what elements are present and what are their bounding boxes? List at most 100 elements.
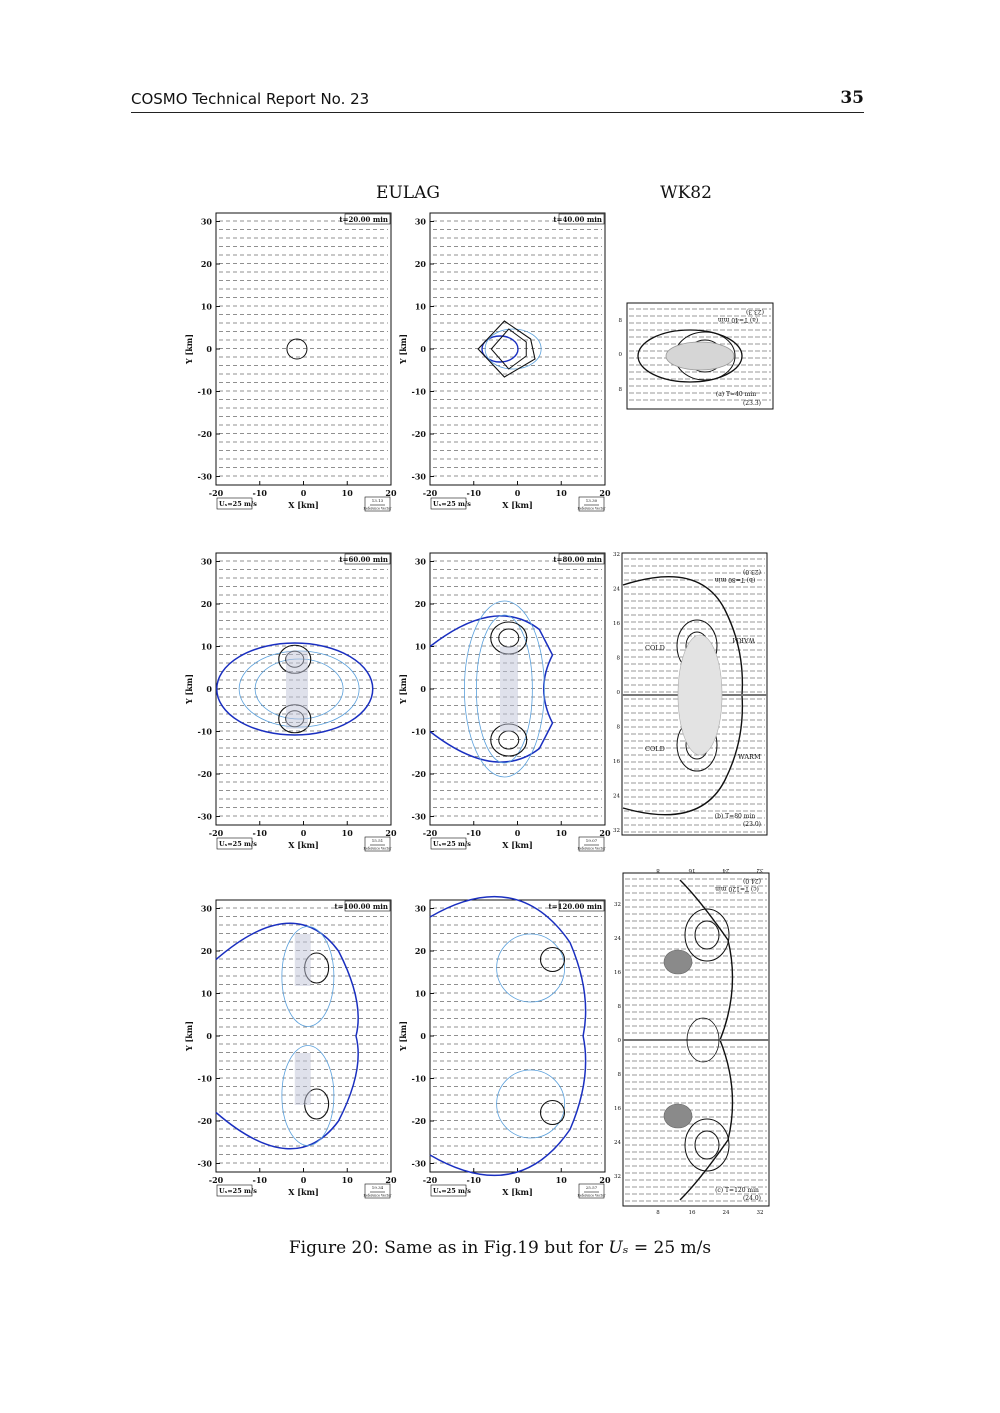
vertical-velocity-contour bbox=[475, 614, 533, 764]
x-tick-label: 20 bbox=[385, 488, 397, 498]
time-box bbox=[344, 900, 391, 912]
wk-tick-label: 8 bbox=[617, 725, 621, 731]
x-tick-label: -10 bbox=[467, 828, 482, 838]
reference-vector: 13.30 Reference Vector bbox=[578, 496, 606, 512]
speed-label: Uₛ=25 m/s bbox=[433, 840, 471, 848]
wk-updraft-north bbox=[684, 908, 730, 962]
updraft-contour bbox=[477, 320, 536, 378]
plot-frame bbox=[215, 212, 392, 486]
outflow-boundary bbox=[215, 922, 359, 1150]
x-axis-label: X [km] bbox=[502, 1187, 533, 1197]
y-tick-label: 10 bbox=[201, 642, 213, 652]
ref-caption: Reference Vector bbox=[578, 1194, 606, 1198]
plot-frame bbox=[429, 899, 606, 1173]
x-tick-label: 10 bbox=[556, 828, 568, 838]
y-tick-label: -30 bbox=[198, 812, 213, 822]
x-tick-label: 0 bbox=[301, 488, 307, 498]
time-box bbox=[344, 553, 391, 565]
time-label: t=60.00 min bbox=[339, 555, 388, 564]
x-tick-label: 10 bbox=[342, 828, 354, 838]
y-tick-label: -20 bbox=[412, 1116, 427, 1126]
wk-y-tick-label: 8 bbox=[618, 1072, 622, 1078]
y-tick-label: 0 bbox=[420, 1031, 426, 1041]
column-heading-eulag: EULAG bbox=[376, 183, 440, 203]
y-tick-label: -10 bbox=[198, 387, 213, 397]
wind-field bbox=[433, 907, 602, 1164]
y-tick-label: 0 bbox=[420, 344, 426, 354]
wind-field bbox=[219, 907, 388, 1164]
y-tick-label: 30 bbox=[415, 904, 427, 914]
ref-value: 25.57 bbox=[586, 1185, 598, 1190]
y-tick-label: 0 bbox=[206, 1031, 212, 1041]
wk-x-tick-label: 16 bbox=[689, 1210, 696, 1216]
speed-label: Uₛ=25 m/s bbox=[433, 500, 471, 508]
y-tick-label: -20 bbox=[198, 429, 213, 439]
x-tick-label: 10 bbox=[556, 488, 568, 498]
wk-shading bbox=[663, 1103, 693, 1129]
y-tick-label: -30 bbox=[412, 472, 427, 482]
wk-x-tick-label-mirrored: 8 bbox=[656, 867, 660, 873]
y-tick-label: -30 bbox=[412, 812, 427, 822]
speed-label: Uₛ=25 m/s bbox=[219, 500, 257, 508]
wind-field bbox=[219, 220, 388, 477]
wk-shading bbox=[663, 949, 693, 975]
x-axis-label: X [km] bbox=[502, 500, 533, 510]
updraft-contour bbox=[490, 328, 527, 370]
wk-tick-label: 0 bbox=[619, 352, 623, 358]
wk-center-contour bbox=[686, 1017, 720, 1063]
y-tick-label: -30 bbox=[198, 1159, 213, 1169]
wk-x-tick-label: 32 bbox=[757, 1210, 764, 1216]
reference-vector: 25.57 Reference Vector bbox=[578, 1183, 606, 1199]
wk-x-tick-label: 24 bbox=[723, 1210, 730, 1216]
ref-box bbox=[364, 496, 391, 512]
x-axis-label: X [km] bbox=[502, 840, 533, 850]
outflow-boundary bbox=[481, 335, 519, 363]
y-tick-label: -20 bbox=[412, 769, 427, 779]
y-tick-label: 10 bbox=[415, 302, 427, 312]
x-tick-label: 20 bbox=[385, 1175, 397, 1185]
y-tick-label: 0 bbox=[206, 344, 212, 354]
speed-box bbox=[430, 497, 467, 510]
ref-value: 13.30 bbox=[586, 498, 598, 503]
page-header: COSMO Technical Report No. 23 35 bbox=[131, 88, 864, 113]
outflow-boundary bbox=[216, 642, 374, 736]
wk-tick-label: 8 bbox=[619, 318, 623, 324]
x-tick-label: -20 bbox=[423, 488, 438, 498]
wk-ref-label-mirrored: (24.0) bbox=[743, 877, 761, 884]
speed-box bbox=[430, 1184, 467, 1197]
y-tick-label: 30 bbox=[415, 217, 427, 227]
y-axis-label: Y [km] bbox=[398, 334, 408, 365]
wk-y-tick-label: 16 bbox=[614, 970, 621, 976]
y-tick-label: 30 bbox=[415, 557, 427, 567]
y-tick-label: -10 bbox=[198, 727, 213, 737]
wk-ref-label-mirrored: (23.3) bbox=[746, 308, 764, 315]
speed-box bbox=[216, 497, 253, 510]
x-tick-label: 10 bbox=[556, 1175, 568, 1185]
x-axis-label: X [km] bbox=[288, 500, 319, 510]
time-label: t=120.00 min bbox=[549, 902, 602, 911]
x-tick-label: -10 bbox=[253, 828, 268, 838]
eulag-panel-3: 30 20 10 0 -10 -20 -30 -20 -10 0 10 20 X [km] Y [km] t… bbox=[184, 552, 397, 852]
wk-time-label-mirrored: (b) T=80 min bbox=[715, 576, 756, 583]
x-tick-label: 0 bbox=[515, 1175, 521, 1185]
wk-tick-label: 8 bbox=[619, 387, 623, 393]
x-tick-label: 0 bbox=[301, 1175, 307, 1185]
y-tick-label: 20 bbox=[415, 946, 427, 956]
time-label: t=40.00 min bbox=[553, 215, 602, 224]
caption-suffix: = 25 m/s bbox=[628, 1238, 712, 1258]
speed-label: Uₛ=25 m/s bbox=[433, 1187, 471, 1195]
time-box bbox=[344, 213, 391, 225]
wk-updraft-south bbox=[684, 1118, 730, 1172]
eulag-panel-5: 30 20 10 0 -10 -20 -30 -20 -10 0 10 20 X [km] Y [km] t… bbox=[184, 899, 397, 1199]
time-box bbox=[558, 900, 605, 912]
theta-contour bbox=[286, 338, 308, 360]
wk-ref-label: (23.3) bbox=[743, 400, 761, 407]
y-tick-label: 20 bbox=[415, 599, 427, 609]
outflow-boundary bbox=[429, 895, 587, 1177]
wk-tick-label: 24 bbox=[613, 794, 620, 800]
wk-time-label: (a) T=40 min bbox=[716, 391, 756, 398]
reference-vector: 19.07 Reference Vector bbox=[578, 836, 606, 852]
y-tick-label: 10 bbox=[415, 989, 427, 999]
wk-tick-label: 16 bbox=[613, 621, 620, 627]
